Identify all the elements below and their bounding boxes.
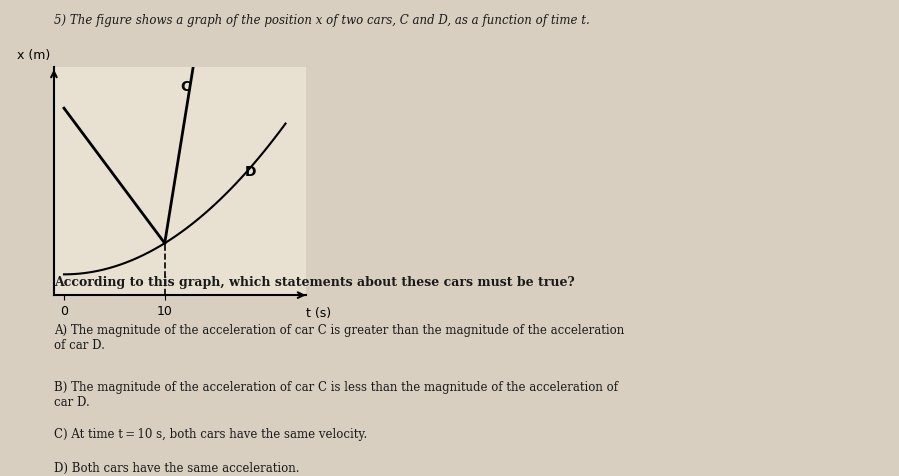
- Text: A) The magnitude of the acceleration of car C is greater than the magnitude of t: A) The magnitude of the acceleration of …: [54, 324, 624, 352]
- Text: D) Both cars have the same acceleration.: D) Both cars have the same acceleration.: [54, 462, 299, 475]
- Y-axis label: x (m): x (m): [17, 49, 50, 62]
- X-axis label: t (s): t (s): [306, 307, 331, 319]
- Text: C) At time t = 10 s, both cars have the same velocity.: C) At time t = 10 s, both cars have the …: [54, 428, 367, 441]
- Text: D: D: [245, 165, 257, 179]
- Text: 5) The figure shows a graph of the position x of two cars, C and D, as a functio: 5) The figure shows a graph of the posit…: [54, 14, 590, 27]
- Text: According to this graph, which statements about these cars must be true?: According to this graph, which statement…: [54, 276, 574, 289]
- Text: C: C: [180, 79, 190, 94]
- Text: B) The magnitude of the acceleration of car C is less than the magnitude of the : B) The magnitude of the acceleration of …: [54, 381, 618, 409]
